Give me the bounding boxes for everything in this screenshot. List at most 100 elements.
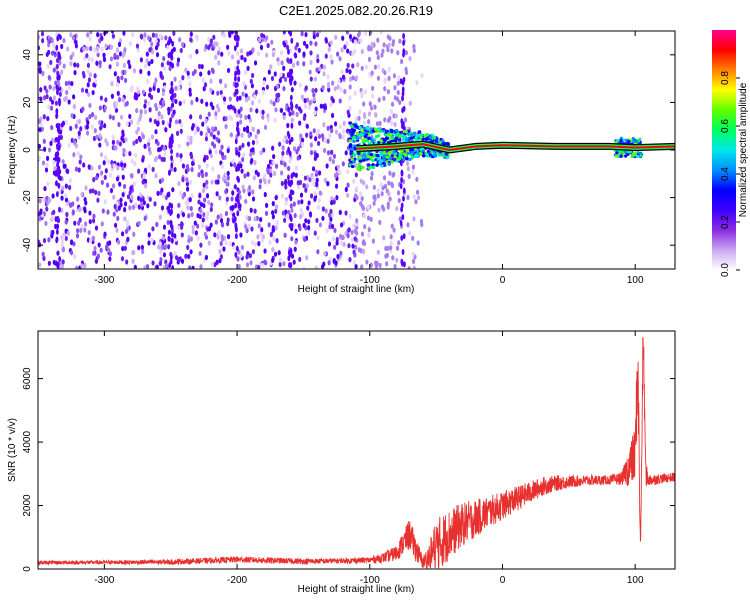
spectrogram-noise-cell [202,86,206,92]
spectrogram-noise-cell [408,100,412,106]
spectrogram-cluster-cell [412,131,417,135]
spectrogram-noise-cell [108,172,112,178]
spectrogram-noise-cell [173,76,177,82]
spectrogram-noise-cell [179,122,184,128]
spectrogram-noise-cell [95,45,100,51]
spectrogram-noise-cell [347,227,351,233]
spectrogram-noise-cell [42,237,47,244]
spectrogram-noise-cell [309,149,314,156]
spectrogram-noise-cell [278,261,282,268]
spectrogram-noise-cell [283,76,288,83]
spectrogram-streak-cell [171,92,175,99]
spectrogram-noise-cell [115,81,120,88]
spectrogram-noise-cell [389,240,393,246]
spectrogram-streak-cell [170,48,174,55]
spectrogram-noise-cell [304,32,308,38]
spectrogram-noise-cell [77,220,81,226]
spectrogram-noise-cell [38,118,42,124]
spectrogram-streak-cell [235,149,238,156]
spectrogram-noise-cell [352,223,356,229]
spectrogram-streak-cell [234,251,238,258]
spectrogram-noise-cell [121,192,125,198]
spectrogram-noise-cell [178,79,182,85]
spectrogram-cluster-cell [361,165,365,170]
spectrogram-noise-cell [143,99,148,105]
spectrogram-noise-cell [191,123,195,129]
spectrogram-noise-cell [255,139,259,145]
spectrogram-noise-cell [276,83,280,89]
spectrogram-cluster-cell [414,153,418,157]
spectrogram-noise-cell [406,194,410,201]
spectrogram-noise-cell [90,111,95,118]
spectrogram-noise-cell [267,222,271,228]
spectrogram-noise-cell [147,240,151,246]
spectrogram-noise-cell [179,128,183,134]
spectrogram-noise-cell [203,197,207,203]
spectrogram-noise-cell [84,200,88,206]
spectrogram-noise-cell [54,80,58,86]
spectrogram-noise-cell [376,193,380,199]
spectrogram-noise-cell [77,134,81,140]
spectrogram-streak-cell [234,226,238,233]
spectrogram-noise-cell [143,143,147,149]
spectrogram-noise-cell [179,156,183,163]
spectrogram-cluster-cell [362,158,366,162]
spectrogram-noise-cell [107,247,111,253]
spectrogram-noise-cell [369,262,373,268]
spectrogram-noise-cell [186,135,191,141]
spectrogram-streak-cell [290,122,294,129]
spectrogram-noise-cell [315,131,319,137]
spectrogram-x-tick-label: -200 [227,275,247,286]
spectrogram-noise-cell [99,247,103,253]
spectrogram-y-axis-label: Frequency (Hz) [7,116,18,185]
spectrogram-noise-cell [377,97,381,103]
spectrogram-cluster-cell [374,134,379,139]
spectrogram-noise-cell [316,140,321,147]
spectrogram-noise-cell [373,194,377,200]
spectrogram-noise-cell [106,159,110,165]
spectrogram-noise-cell [246,171,250,177]
spectrogram-noise-cell [219,90,223,96]
spectrogram-streak-cell [57,173,61,180]
spectrogram-noise-cell [309,76,313,82]
spectrogram-noise-cell [281,150,285,156]
spectrogram-noise-cell [117,41,122,47]
spectrogram-streak-cell [168,122,172,129]
spectrogram-cluster-cell [348,139,353,143]
spectrogram-noise-cell [160,114,164,120]
spectrogram-noise-cell [340,47,344,53]
spectrogram-x-tick-label: 0 [500,275,506,286]
spectrogram-noise-cell [352,178,356,184]
spectrogram-streak-cell [55,112,59,119]
spectrogram-noise-cell [351,75,355,81]
spectrogram-noise-cell [260,32,264,38]
spectrogram-noise-cell [72,94,76,100]
spectrogram-noise-cell [346,48,350,54]
spectrogram-noise-cell [181,194,185,200]
spectrogram-noise-cell [98,60,102,66]
spectrogram-noise-cell [236,59,240,65]
spectrogram-noise-cell [262,147,266,153]
spectrogram-cluster-cell [358,155,362,159]
spectrogram-noise-cell [73,62,77,68]
spectrogram-noise-cell [396,50,400,56]
spectrogram-noise-cell [300,199,304,205]
spectrogram-noise-cell [185,186,190,192]
spectrogram-cluster-cell [428,136,433,140]
spectrogram-noise-cell [99,95,103,101]
spectrogram-noise-cell [64,183,68,189]
spectrogram-noise-cell [362,213,367,219]
spectrogram-noise-cell [357,31,361,37]
spectrogram-noise-cell [360,231,365,237]
spectrogram-noise-cell [314,41,318,47]
spectrogram-noise-cell [96,32,100,38]
spectrogram-noise-cell [327,260,331,266]
spectrogram-noise-cell [352,260,356,266]
spectrogram-noise-cell [389,245,393,251]
spectrogram-noise-cell [74,143,78,149]
spectrogram-noise-cell [175,130,180,136]
spectrogram-noise-cell [299,192,304,198]
spectrogram-cluster-cell [426,149,431,154]
spectrogram-noise-cell [260,262,264,268]
spectrogram-noise-cell [363,89,368,95]
